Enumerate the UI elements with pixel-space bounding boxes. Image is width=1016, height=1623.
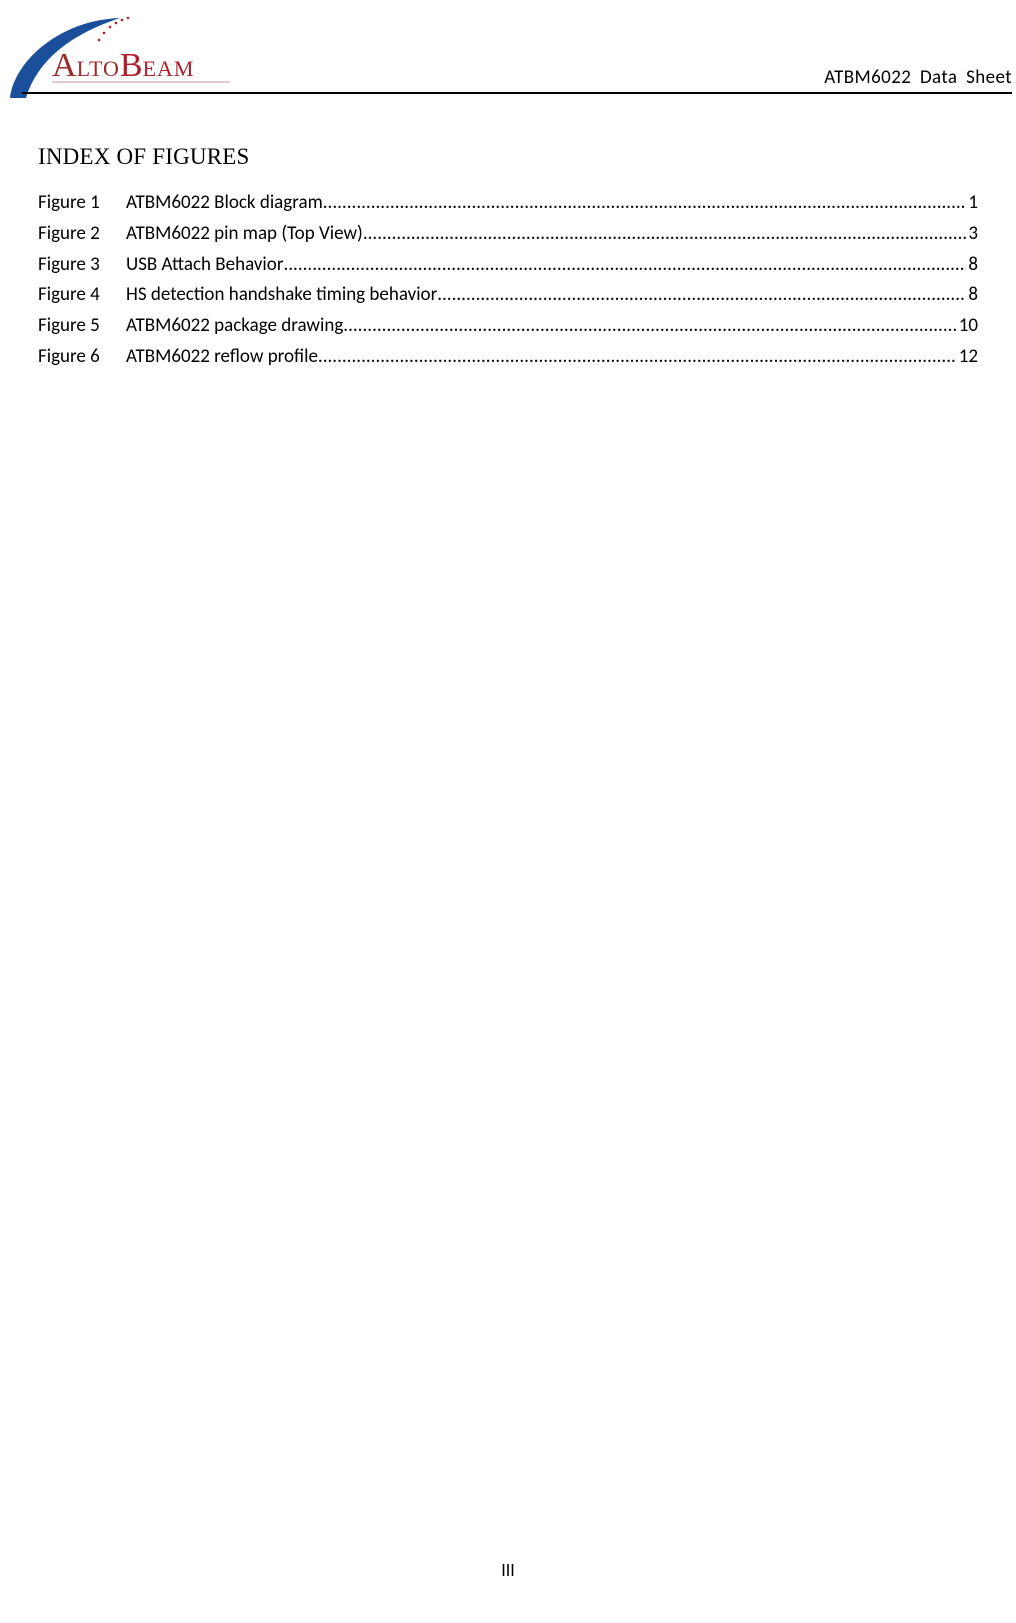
figure-leader-dots: [323, 188, 967, 219]
figure-entry[interactable]: Figure 1 ATBM6022 Block diagram 1: [38, 188, 978, 219]
figure-entry[interactable]: Figure 3 USB Attach Behavior 8: [38, 250, 978, 281]
figure-title: ATBM6022 reflow profile: [126, 342, 318, 373]
figure-page: 3: [966, 219, 978, 250]
figure-page: 8: [966, 250, 978, 281]
figure-title: ATBM6022 Block diagram: [126, 188, 323, 219]
figure-label: Figure 6: [38, 342, 126, 373]
logo-wordmark: ALTOBEAM: [52, 47, 195, 84]
figure-page: 10: [957, 311, 978, 342]
header-rule: [22, 92, 1012, 94]
figure-leader-dots: [343, 311, 956, 342]
figure-title: ATBM6022 pin map (Top View): [126, 219, 363, 250]
figure-leader-dots: [318, 342, 957, 373]
figure-page: 1: [966, 188, 978, 219]
figure-leader-dots: [437, 280, 966, 311]
figure-leader-dots: [363, 219, 967, 250]
figure-label: Figure 1: [38, 188, 126, 219]
figure-title: USB Attach Behavior: [126, 250, 283, 281]
figure-leader-dots: [283, 250, 966, 281]
page-number: III: [0, 1559, 1016, 1581]
section-heading: INDEX OF FIGURES: [38, 144, 978, 170]
brand-logo: ALTOBEAM: [4, 12, 236, 102]
figure-page: 8: [966, 280, 978, 311]
figure-title: HS detection handshake timing behavior: [126, 280, 437, 311]
figure-label: Figure 4: [38, 280, 126, 311]
figure-title: ATBM6022 package drawing: [126, 311, 343, 342]
figure-label: Figure 3: [38, 250, 126, 281]
figure-label: Figure 2: [38, 219, 126, 250]
page-content: INDEX OF FIGURES Figure 1 ATBM6022 Block…: [0, 108, 1016, 373]
figure-page: 12: [957, 342, 978, 373]
figure-entry[interactable]: Figure 6 ATBM6022 reflow profile 12: [38, 342, 978, 373]
figures-list: Figure 1 ATBM6022 Block diagram 1 Figure…: [38, 188, 978, 373]
figure-label: Figure 5: [38, 311, 126, 342]
logo-svg: ALTOBEAM: [4, 12, 236, 102]
figure-entry[interactable]: Figure 5 ATBM6022 package drawing 10: [38, 311, 978, 342]
page-header: ALTOBEAM ATBM6022 Data Sheet: [0, 12, 1016, 108]
figure-entry[interactable]: Figure 4 HS detection handshake timing b…: [38, 280, 978, 311]
page: ALTOBEAM ATBM6022 Data Sheet INDEX OF FI…: [0, 0, 1016, 1623]
figure-entry[interactable]: Figure 2 ATBM6022 pin map (Top View) 3: [38, 219, 978, 250]
header-doc-title: ATBM6022 Data Sheet: [824, 66, 1012, 89]
